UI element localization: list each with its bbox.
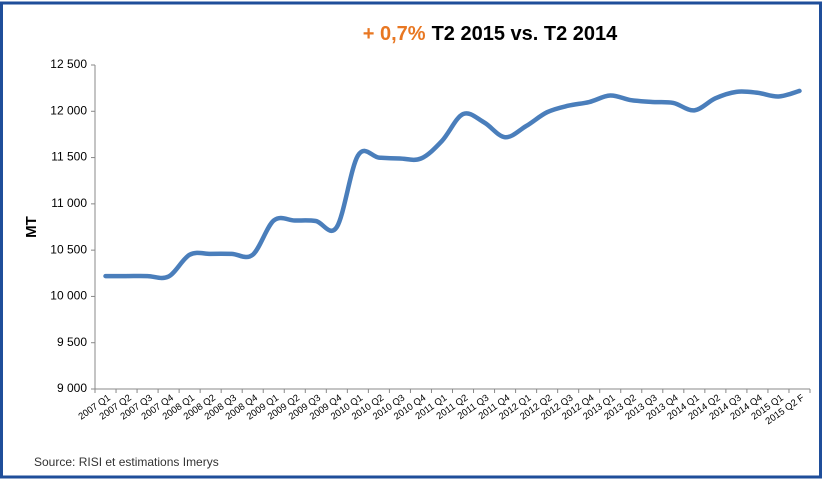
y-tick-label: 10 500 [50,242,87,256]
title-highlight: + 0,7% [363,23,426,45]
y-tick-label: 9 000 [57,381,87,395]
y-tick-label: 12 000 [50,103,87,117]
chart-title: + 0,7% T2 2015 vs. T2 2014 [363,23,618,45]
series-line [103,88,802,281]
y-tick-label: 10 000 [50,289,87,303]
y-tick-label: 11 000 [51,196,87,210]
title-text: T2 2015 vs. T2 2014 [432,23,619,45]
y-axis-label: MT [23,216,40,238]
y-tick-label: 12 500 [50,57,87,71]
source: Source: RISI et estimations Imerys [34,455,219,469]
y-tick-label: 11 500 [51,150,87,164]
y-tick-label: 9 500 [57,335,87,349]
